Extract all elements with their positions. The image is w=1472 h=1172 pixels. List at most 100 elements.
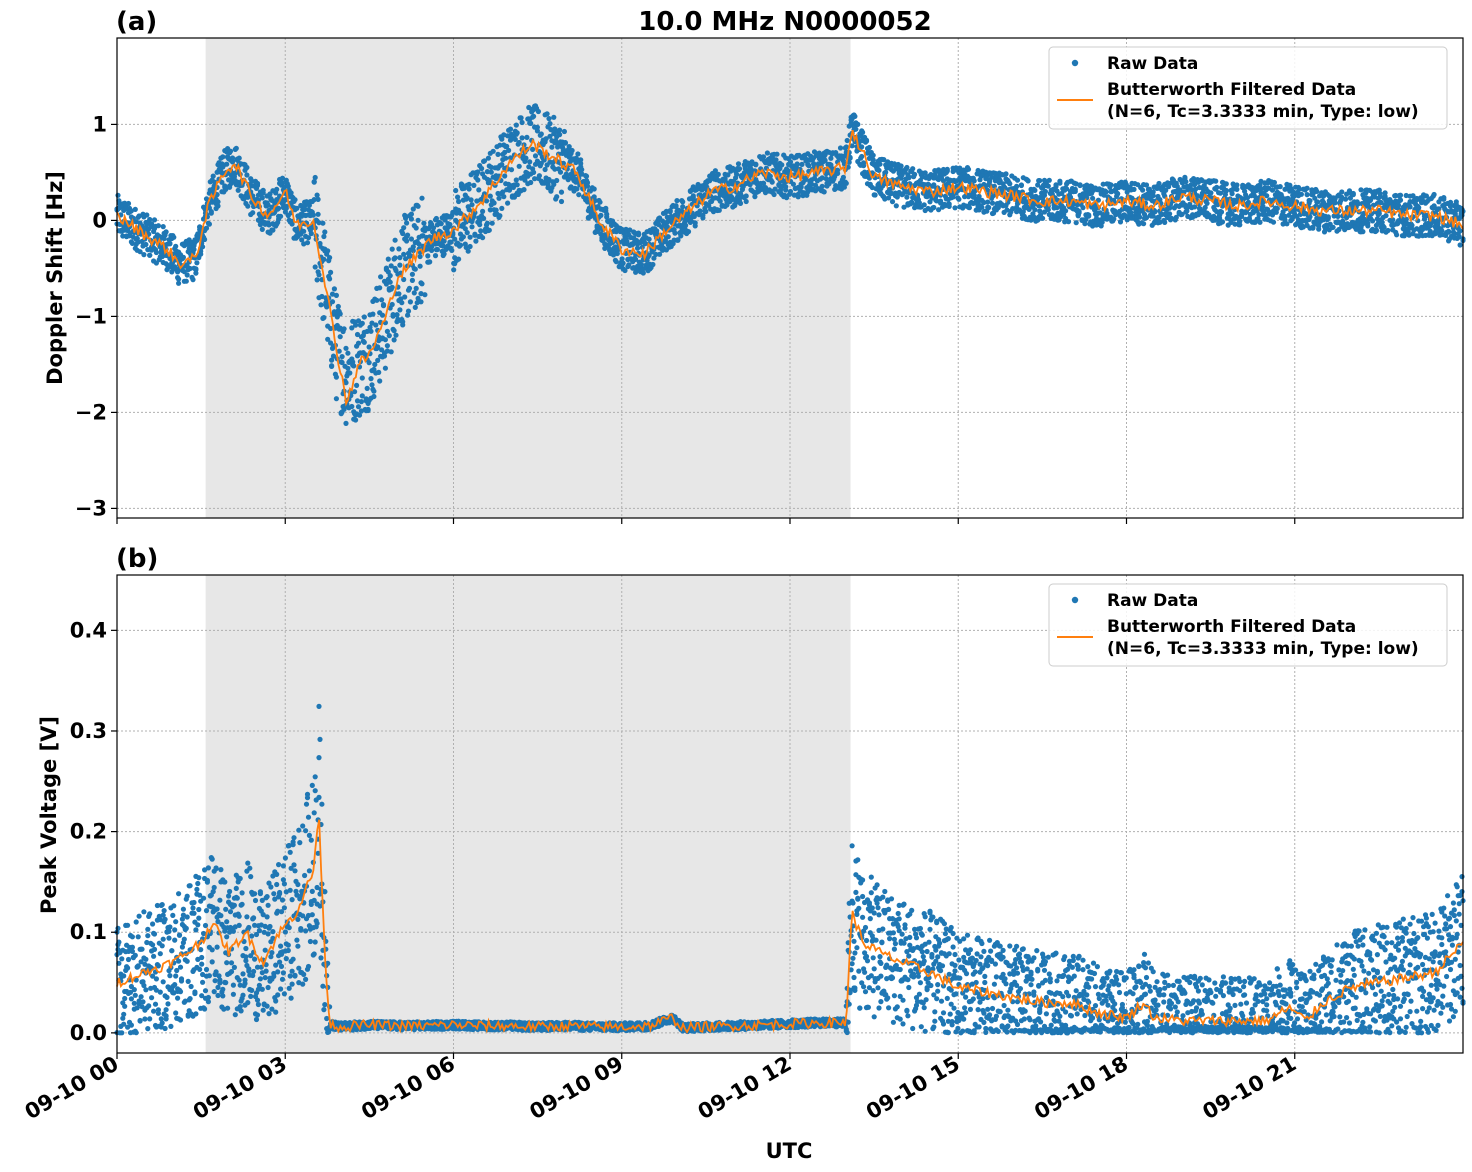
raw-data-point [1141, 221, 1147, 227]
raw-data-point [312, 939, 318, 945]
raw-data-point [249, 178, 255, 184]
raw-data-point [489, 220, 495, 226]
raw-data-point [203, 908, 210, 914]
raw-data-point [680, 199, 686, 205]
raw-data-point [242, 977, 248, 983]
raw-data-point [690, 193, 696, 199]
raw-data-point [904, 194, 910, 200]
raw-data-point [303, 976, 309, 983]
raw-data-point [771, 191, 777, 198]
raw-data-point [300, 823, 306, 829]
raw-data-point [288, 995, 294, 1001]
raw-data-point [635, 232, 642, 238]
raw-data-point [1431, 191, 1437, 198]
raw-data-point [144, 212, 150, 218]
raw-data-point [403, 215, 409, 221]
raw-data-point [372, 361, 378, 368]
raw-data-point [418, 291, 424, 297]
raw-data-point [551, 114, 557, 120]
raw-data-point [1307, 214, 1313, 220]
raw-data-point [467, 234, 473, 240]
raw-data-point [224, 934, 230, 940]
y-tick-label-a: −2 [75, 400, 107, 424]
raw-data-point [1057, 180, 1063, 186]
panel-b-ylabel: Peak Voltage [V] [37, 716, 61, 914]
raw-data-point [151, 1008, 157, 1014]
raw-data-point [1365, 223, 1371, 229]
raw-data-point [177, 964, 184, 970]
raw-data-point [223, 186, 229, 192]
raw-data-point [460, 234, 466, 240]
raw-data-point [418, 299, 424, 305]
raw-data-point [456, 256, 462, 262]
raw-data-point [353, 417, 359, 423]
raw-data-point [236, 155, 242, 161]
raw-data-point [634, 245, 641, 251]
raw-data-point [876, 167, 882, 173]
raw-data-point [650, 261, 656, 268]
raw-data-point [214, 944, 220, 950]
raw-data-point [554, 177, 560, 184]
raw-data-point [155, 1010, 161, 1016]
raw-data-point [257, 976, 263, 982]
raw-data-point [1457, 242, 1463, 248]
raw-data-point [125, 965, 131, 971]
raw-data-point [173, 243, 179, 249]
raw-data-point [159, 943, 165, 949]
raw-data-point [251, 915, 257, 921]
raw-data-point [356, 412, 363, 418]
raw-data-point [274, 186, 280, 192]
raw-data-point [361, 314, 367, 320]
raw-data-point [137, 1018, 143, 1024]
raw-data-point [283, 956, 289, 962]
raw-data-point [366, 344, 372, 350]
raw-data-point [281, 991, 287, 997]
raw-data-point [910, 166, 916, 172]
raw-data-point [391, 337, 397, 343]
raw-data-point [477, 222, 483, 228]
raw-data-point [163, 1007, 169, 1013]
raw-data-point [320, 220, 326, 226]
raw-data-point [184, 914, 190, 920]
raw-data-point [379, 312, 386, 318]
raw-data-point [354, 331, 361, 338]
raw-data-point [229, 155, 236, 161]
raw-data-point [1277, 184, 1283, 190]
raw-data-point [176, 958, 182, 964]
raw-data-point [391, 328, 397, 334]
raw-data-point [640, 270, 646, 276]
raw-data-point [355, 340, 362, 346]
raw-data-point [218, 867, 224, 873]
raw-data-point [870, 157, 876, 163]
raw-data-point [1397, 192, 1404, 198]
raw-data-point [1080, 205, 1086, 211]
raw-data-point [692, 220, 698, 226]
raw-data-point [309, 782, 315, 789]
raw-data-point [1090, 195, 1096, 201]
raw-data-point [484, 220, 490, 226]
raw-data-point [433, 215, 439, 222]
raw-data-point [325, 248, 331, 254]
raw-data-point [1358, 187, 1364, 193]
raw-data-point [171, 903, 177, 909]
raw-data-point [220, 154, 226, 160]
raw-data-point [538, 131, 544, 137]
raw-data-point [184, 958, 190, 964]
raw-data-point [177, 989, 184, 995]
raw-data-point [215, 984, 221, 991]
raw-data-point [787, 188, 794, 195]
raw-data-point [1304, 192, 1310, 198]
raw-data-point [149, 995, 155, 1001]
raw-data-point [368, 328, 374, 334]
raw-data-point [468, 197, 474, 203]
raw-data-point [195, 880, 201, 887]
raw-data-point [286, 925, 292, 931]
raw-data-point [312, 174, 318, 181]
raw-data-point [183, 278, 189, 284]
raw-data-point [379, 297, 385, 303]
raw-data-point [184, 893, 190, 899]
raw-data-point [646, 236, 652, 242]
raw-data-point [115, 925, 121, 931]
shaded-region-b [205, 575, 851, 1053]
